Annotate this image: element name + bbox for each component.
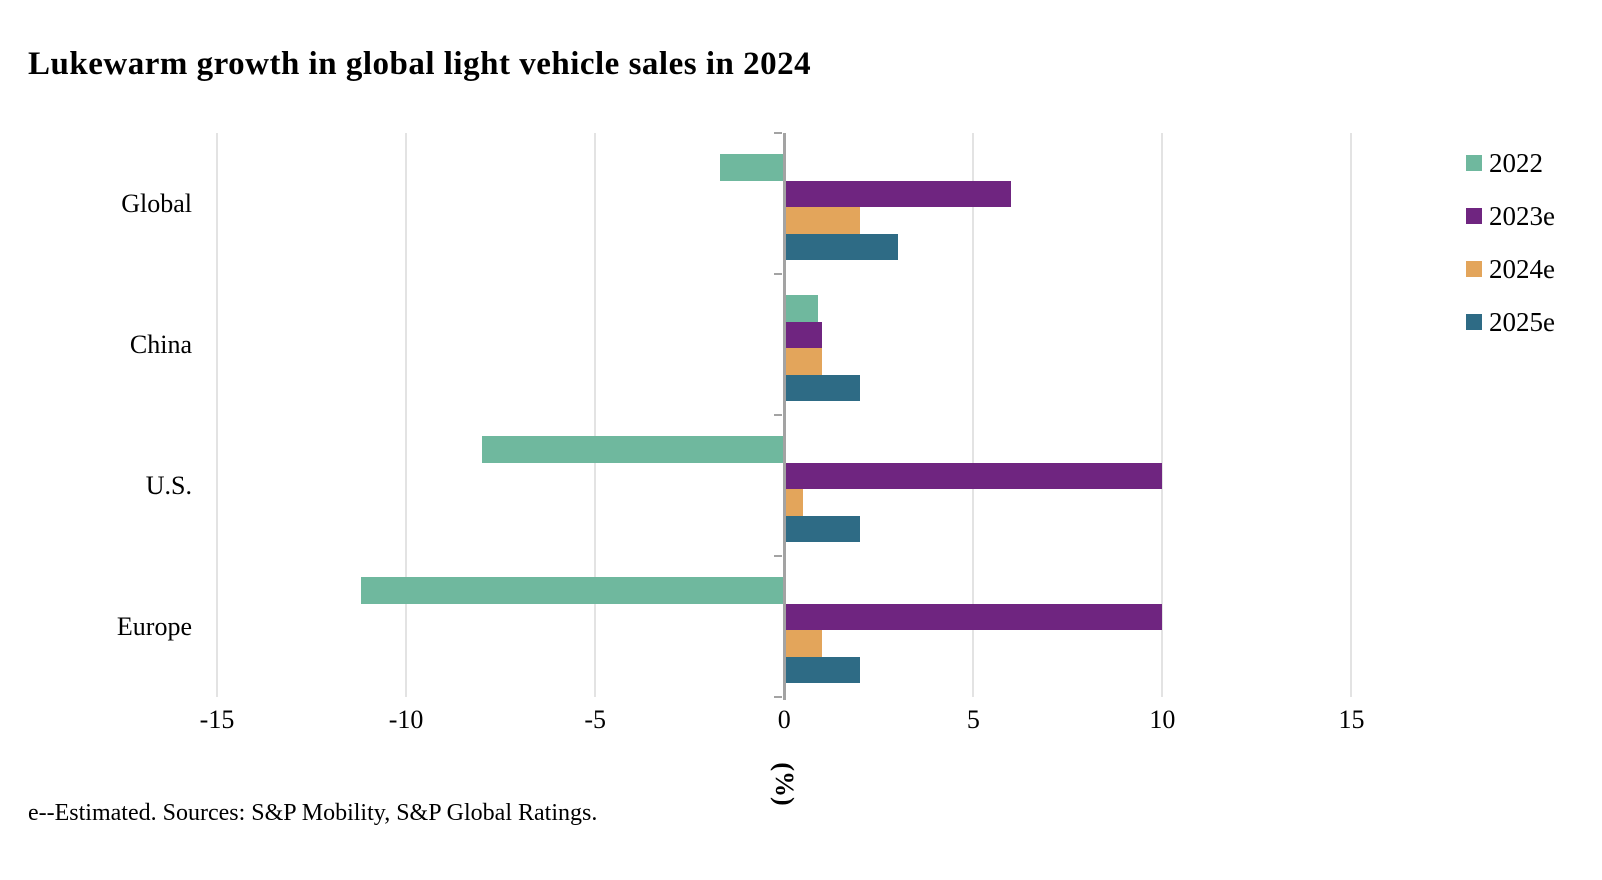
bar-2024e-europe [784, 630, 823, 657]
bar-2025e-global [784, 233, 898, 260]
legend-item-2025e: 2025e [1466, 308, 1555, 336]
legend-swatch-2023e [1466, 208, 1482, 224]
legend-swatch-2025e [1466, 314, 1482, 330]
category-label-u-s: U.S. [145, 470, 192, 500]
bar-2024e-global [784, 207, 860, 234]
bar-2023e-u-s [784, 462, 1163, 489]
chart-title: Lukewarm growth in global light vehicle … [28, 46, 812, 83]
axis-tick [774, 273, 783, 275]
bar-2024e-u-s [784, 489, 804, 516]
bar-2022-europe [360, 577, 785, 604]
axis-tick [774, 414, 783, 416]
category-label-europe: Europe [116, 611, 192, 641]
gridline [594, 133, 597, 697]
bar-2023e-china [784, 321, 823, 348]
legend-swatch-2022 [1466, 155, 1482, 171]
bar-2025e-europe [784, 656, 860, 683]
category-label-global: Global [121, 188, 192, 218]
legend-label-2025e: 2025e [1489, 307, 1555, 337]
bar-2022-china [784, 295, 819, 322]
x-tick-label: -10 [388, 705, 424, 734]
bar-2024e-china [784, 348, 823, 375]
x-tick-label: 0 [777, 705, 791, 734]
footnote: e--Estimated. Sources: S&P Mobility, S&P… [28, 800, 598, 826]
category-label-china: China [129, 329, 192, 359]
gridline [1350, 133, 1353, 697]
x-axis-title: (%) [770, 762, 800, 806]
x-tick-label: 15 [1338, 705, 1365, 734]
legend-item-2024e: 2024e [1466, 255, 1555, 283]
axis-tick [774, 555, 783, 557]
bar-2022-u-s [481, 436, 785, 463]
bar-2023e-global [784, 180, 1012, 207]
axis-tick [774, 696, 783, 698]
gridline [972, 133, 975, 697]
x-tick-label: -5 [584, 705, 606, 734]
x-tick-label: -15 [199, 705, 235, 734]
bar-2022-global [719, 154, 785, 181]
legend-item-2022: 2022 [1466, 149, 1555, 177]
gridline [1161, 133, 1164, 697]
legend: 2022 2023e 2024e 2025e [1466, 149, 1555, 361]
legend-label-2024e: 2024e [1489, 254, 1555, 284]
legend-item-2023e: 2023e [1466, 202, 1555, 230]
bar-2023e-europe [784, 603, 1163, 630]
x-tick-label: 10 [1149, 705, 1176, 734]
x-tick-label: 5 [966, 705, 980, 734]
legend-label-2022: 2022 [1489, 148, 1543, 178]
axis-tick [774, 132, 783, 134]
bar-2025e-china [784, 374, 860, 401]
gridline [405, 133, 408, 697]
gridline [216, 133, 219, 697]
legend-swatch-2024e [1466, 261, 1482, 277]
bar-2025e-u-s [784, 515, 860, 542]
zero-axis-line [782, 133, 786, 700]
legend-label-2023e: 2023e [1489, 201, 1555, 231]
